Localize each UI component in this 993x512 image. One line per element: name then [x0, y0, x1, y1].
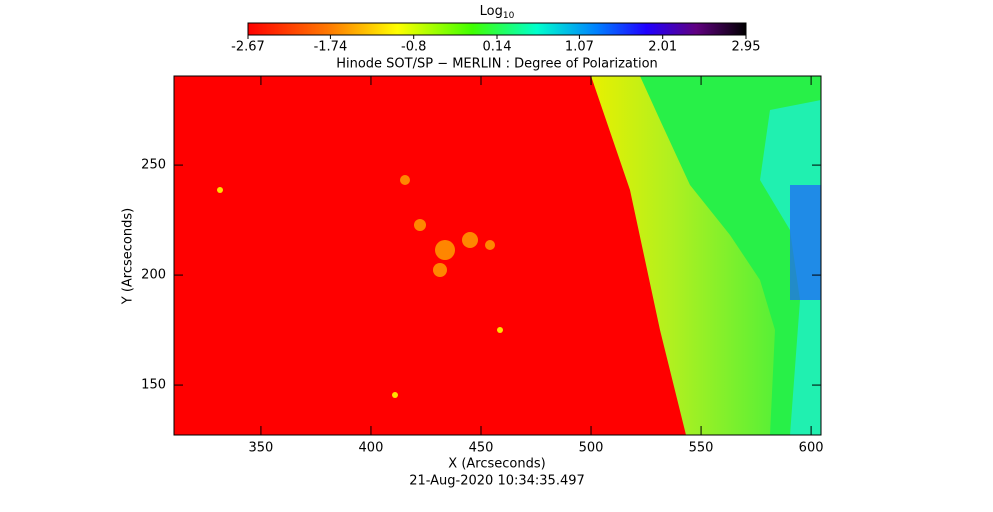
colorbar-tick-label: -2.67	[231, 40, 265, 55]
y-tick-label: 200	[141, 268, 166, 283]
x-tick-label: 400	[359, 441, 384, 456]
colorbar-tick-label: 1.07	[565, 40, 594, 55]
corona	[760, 100, 821, 435]
plot-frame	[173, 75, 822, 436]
colorbar-tick-label: 2.95	[732, 40, 761, 55]
x-tick-label: 350	[249, 441, 274, 456]
y-tick-label: 250	[141, 158, 166, 173]
x-tick-label: 450	[469, 441, 494, 456]
x-tick-label: 500	[579, 441, 604, 456]
colorbar-tick-label: -0.8	[401, 40, 426, 55]
colorbar-label: Log10	[480, 4, 515, 21]
chart-title: Hinode SOT/SP − MERLIN : Degree of Polar…	[336, 57, 658, 72]
y-axis-label: Y (Arcseconds)	[121, 208, 136, 305]
colorbar	[247, 22, 747, 36]
y-tick-label: 150	[141, 378, 166, 393]
x-axis-label: X (Arcseconds)	[448, 457, 545, 472]
image	[174, 76, 821, 435]
colorbar-tick-label: -1.74	[314, 40, 348, 55]
plage	[217, 175, 503, 398]
colorbar-tick-label: 0.14	[483, 40, 512, 55]
x-tick-label: 550	[689, 441, 714, 456]
colorbar-tick-label: 2.01	[648, 40, 677, 55]
subtitle: 21-Aug-2020 10:34:35.497	[409, 474, 585, 489]
corona-blue	[790, 185, 821, 300]
x-tick-label: 600	[799, 441, 824, 456]
